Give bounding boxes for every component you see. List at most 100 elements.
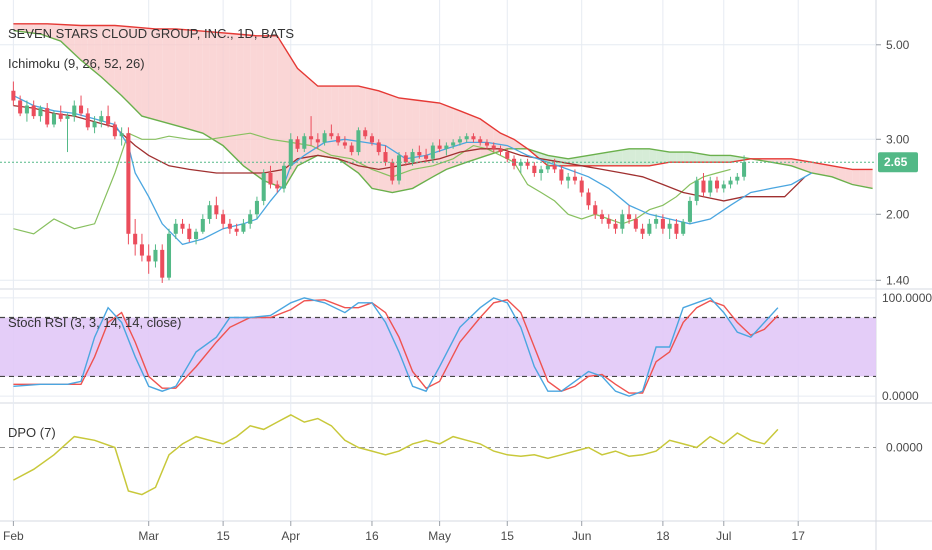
candle[interactable]: [281, 162, 287, 193]
candle[interactable]: [498, 145, 503, 156]
candle[interactable]: [336, 133, 341, 146]
candle[interactable]: [390, 158, 395, 185]
candle[interactable]: [532, 162, 537, 177]
dpo-label[interactable]: DPO (7): [8, 425, 56, 440]
candle[interactable]: [525, 158, 530, 170]
candle[interactable]: [566, 173, 571, 189]
candle[interactable]: [194, 228, 199, 245]
candle[interactable]: [620, 209, 625, 234]
candle[interactable]: [647, 218, 652, 236]
candle[interactable]: [410, 148, 415, 166]
candle[interactable]: [491, 142, 496, 153]
stoch-rsi-label[interactable]: Stoch RSI (3, 3, 14, 14, close): [8, 315, 181, 330]
candle[interactable]: [254, 196, 259, 219]
candle[interactable]: [694, 176, 699, 206]
candle[interactable]: [687, 196, 692, 224]
candle[interactable]: [99, 110, 104, 128]
candle[interactable]: [376, 139, 381, 156]
candle[interactable]: [471, 133, 476, 143]
candle[interactable]: [424, 148, 429, 163]
candle[interactable]: [518, 158, 523, 174]
candle[interactable]: [126, 127, 131, 245]
candle[interactable]: [11, 81, 16, 106]
candle[interactable]: [654, 214, 659, 229]
candle[interactable]: [728, 176, 733, 189]
candle[interactable]: [403, 152, 408, 166]
candle[interactable]: [539, 165, 544, 181]
candle[interactable]: [369, 133, 374, 146]
candle[interactable]: [613, 218, 618, 234]
candle[interactable]: [139, 233, 144, 262]
dpo-pane[interactable]: 0.0000: [0, 414, 923, 496]
candle[interactable]: [187, 223, 192, 243]
candle[interactable]: [45, 103, 50, 128]
candle[interactable]: [599, 209, 605, 224]
candle[interactable]: [349, 142, 354, 156]
candle[interactable]: [681, 218, 686, 236]
candle[interactable]: [166, 228, 172, 281]
candle[interactable]: [180, 218, 185, 234]
candle[interactable]: [173, 218, 178, 239]
candle[interactable]: [106, 105, 111, 128]
candle[interactable]: [200, 214, 205, 234]
candle[interactable]: [559, 165, 564, 185]
candle[interactable]: [248, 209, 253, 229]
candle[interactable]: [356, 127, 361, 156]
candle[interactable]: [329, 124, 334, 140]
candle[interactable]: [451, 139, 456, 149]
candle[interactable]: [227, 218, 232, 234]
candle[interactable]: [24, 100, 29, 122]
candle[interactable]: [708, 176, 713, 197]
candle[interactable]: [674, 218, 679, 239]
candle[interactable]: [31, 100, 36, 119]
candle[interactable]: [640, 223, 645, 239]
candle[interactable]: [572, 169, 577, 185]
candle[interactable]: [484, 139, 490, 149]
candle[interactable]: [38, 105, 43, 122]
candle[interactable]: [288, 133, 293, 170]
candle[interactable]: [586, 188, 591, 210]
candle[interactable]: [309, 116, 314, 146]
candle[interactable]: [133, 218, 138, 256]
candle[interactable]: [430, 142, 435, 163]
candle[interactable]: [552, 158, 557, 174]
candle[interactable]: [221, 209, 226, 229]
candle[interactable]: [214, 196, 219, 219]
candle[interactable]: [241, 218, 246, 234]
candle[interactable]: [58, 105, 63, 122]
candle[interactable]: [207, 200, 212, 224]
candle[interactable]: [315, 133, 320, 149]
candle[interactable]: [72, 100, 77, 122]
candle[interactable]: [79, 95, 84, 117]
candle[interactable]: [322, 130, 327, 146]
candle[interactable]: [146, 244, 151, 274]
candle[interactable]: [742, 155, 747, 181]
candle[interactable]: [295, 136, 300, 153]
candle[interactable]: [633, 214, 638, 232]
candle[interactable]: [119, 127, 124, 146]
candle[interactable]: [92, 116, 97, 134]
candle[interactable]: [51, 110, 57, 128]
candle[interactable]: [660, 214, 665, 234]
candle[interactable]: [505, 148, 510, 163]
candle[interactable]: [275, 180, 280, 193]
candle[interactable]: [65, 113, 70, 153]
candle[interactable]: [396, 152, 402, 185]
candle[interactable]: [268, 165, 273, 189]
candle[interactable]: [261, 169, 266, 206]
candle[interactable]: [342, 136, 347, 149]
candle[interactable]: [363, 127, 368, 140]
candle[interactable]: [627, 205, 632, 224]
candle[interactable]: [579, 176, 584, 197]
candle[interactable]: [302, 133, 307, 153]
candle[interactable]: [437, 139, 442, 153]
candle[interactable]: [714, 176, 720, 193]
candle[interactable]: [417, 145, 422, 159]
candle[interactable]: [153, 244, 158, 268]
candle[interactable]: [464, 133, 469, 143]
candle[interactable]: [234, 223, 239, 236]
stoch-rsi-pane[interactable]: 100.0000 0.0000: [0, 291, 932, 403]
candle[interactable]: [444, 142, 449, 156]
candle[interactable]: [735, 173, 740, 185]
